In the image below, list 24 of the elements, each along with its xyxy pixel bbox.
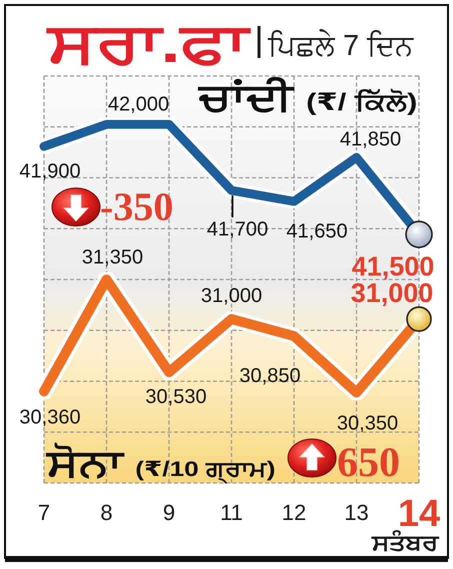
annotation: 650 (337, 440, 400, 486)
data-label: 41,900 (19, 160, 81, 182)
chart-title: ਸਰਾ.ਫਾ (46, 12, 251, 74)
series-label: ਸੋਨਾ (₹/10 ਗ੍ਰਾਮ) (47, 442, 276, 485)
x-tick-label: 8 (100, 500, 113, 525)
data-label: 30,350 (336, 412, 398, 435)
data-label: 30,850 (239, 365, 301, 388)
series-label: ਚਾਂਦੀ (₹/ ਕਿੱਲੋ) (199, 76, 418, 119)
x-tick-label: 9 (162, 500, 176, 525)
annotation: -350 (100, 184, 174, 229)
x-axis-title: ਸਤੰਬਰ (370, 530, 440, 556)
data-label: 41,850 (340, 128, 402, 150)
x-tick-label: 11 (220, 500, 243, 525)
data-label: 41,700 (206, 218, 268, 240)
data-label: 31,000 (200, 285, 262, 308)
data-label: 30,530 (145, 386, 207, 408)
data-label: 41,650 (286, 220, 348, 242)
x-tick-label: 7 (38, 500, 50, 525)
data-label: 31,350 (82, 246, 144, 268)
x-tick-label: 12 (282, 500, 306, 525)
data-label: 30,360 (19, 406, 81, 428)
chart-subtitle: ਪਿਛਲੇ 7 ਦਿਨ (267, 30, 414, 62)
x-tick-label: 13 (344, 500, 369, 525)
data-label: 42,000 (108, 93, 170, 116)
